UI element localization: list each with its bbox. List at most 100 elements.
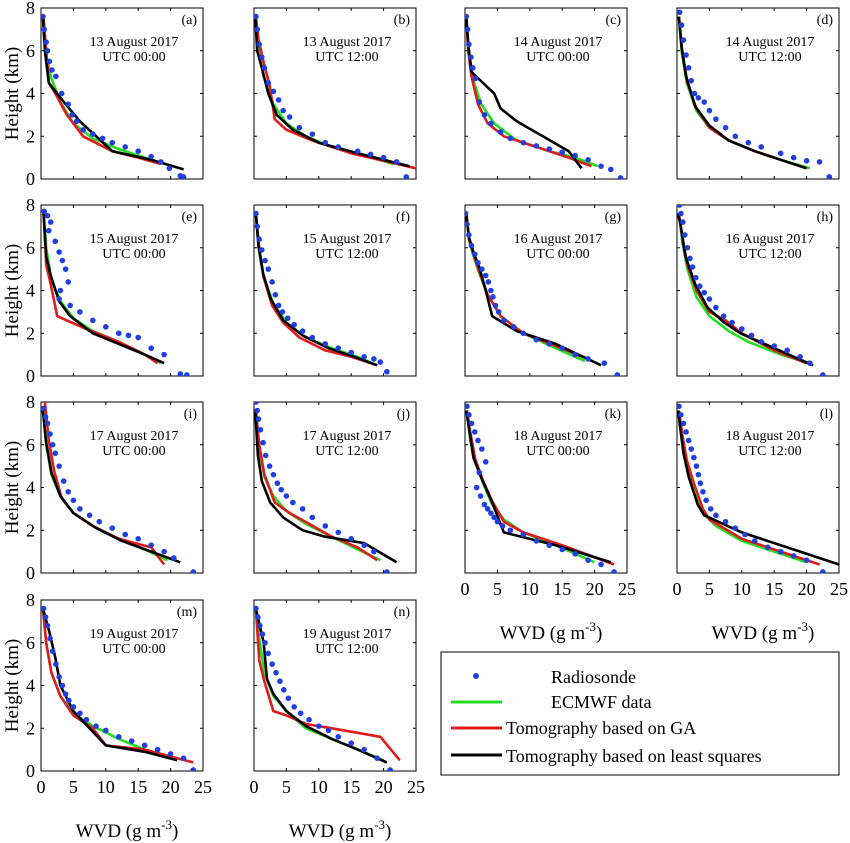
radiosonde-point	[488, 287, 494, 294]
series-line-tomography-based-on-ga	[41, 608, 194, 764]
radiosonde-point	[41, 13, 46, 20]
radiosonde-point	[148, 542, 154, 549]
radiosonde-point	[285, 695, 292, 702]
radiosonde-point	[685, 437, 692, 444]
plot-area	[465, 210, 621, 376]
radiosonde-point	[256, 41, 262, 48]
axes-frame	[464, 7, 628, 180]
radiosonde-point	[680, 420, 687, 427]
radiosonde-point	[466, 232, 472, 238]
y-axis-label: Height (km)	[2, 244, 23, 337]
radiosonde-point	[148, 153, 154, 160]
y-tick-label: 6	[26, 238, 35, 258]
radiosonde-point	[465, 210, 469, 217]
chart-panel-14: 0 5 10 15 20 25 WVD (g m-3) (n)19 August 2017UT…	[250, 599, 425, 842]
y-tick-label: 4	[26, 84, 35, 104]
panel-title-time: UTC 00:00	[102, 50, 165, 65]
radiosonde-point	[688, 77, 695, 84]
radiosonde-point	[380, 154, 387, 161]
radiosonde-point	[701, 99, 708, 105]
radiosonde-point	[476, 99, 483, 105]
radiosonde-point	[53, 661, 59, 667]
y-tick-label: 6	[26, 41, 35, 61]
radiosonde-point	[546, 542, 553, 549]
radiosonde-point	[269, 661, 275, 667]
radiosonde-point	[546, 146, 553, 152]
panel-label: (b)	[394, 13, 411, 28]
radiosonde-point	[691, 454, 697, 461]
y-axis-label: Height (km)	[2, 639, 23, 732]
radiosonde-point	[47, 219, 54, 225]
panel-title-time: UTC 00:00	[102, 444, 165, 459]
radiosonde-point	[90, 131, 96, 137]
y-axis-label: Height (km)	[2, 441, 23, 534]
radiosonde-point	[468, 242, 475, 249]
radiosonde-point	[742, 531, 748, 538]
radiosonde-point	[348, 740, 355, 747]
series-line-tomography-based-on-least-squares	[677, 410, 839, 566]
radiosonde-point	[745, 139, 752, 146]
radiosonde-point	[254, 26, 261, 33]
radiosonde-point	[80, 127, 86, 133]
radiosonde-point	[816, 159, 823, 165]
y-tick-label: 6	[26, 633, 35, 653]
radiosonde-point	[678, 210, 684, 217]
radiosonde-point	[281, 686, 287, 693]
radiosonde-point	[103, 727, 109, 734]
radiosonde-point	[96, 518, 103, 525]
radiosonde-point	[482, 272, 489, 279]
radiosonde-point	[732, 525, 739, 531]
series-line-tomography-based-on-least-squares	[42, 213, 165, 365]
radiosonde-point	[65, 101, 72, 107]
radiosonde-point	[306, 716, 312, 723]
radiosonde-point	[479, 446, 485, 452]
panel-title-time: UTC 00:00	[102, 642, 165, 657]
radiosonde-point	[492, 302, 499, 309]
radiosonde-point	[335, 345, 342, 352]
radiosonde-point	[296, 124, 303, 131]
x-axis-label: WVD (g m-3)	[289, 817, 392, 842]
y-tick-label: 8	[26, 0, 35, 18]
axes-frame	[253, 599, 417, 772]
panel-title-time: UTC 12:00	[738, 247, 801, 262]
radiosonde-point	[254, 605, 259, 612]
radiosonde-point	[58, 90, 65, 97]
radiosonde-point	[280, 107, 286, 114]
radiosonde-point	[57, 287, 64, 294]
radiosonde-point	[482, 459, 489, 465]
x-tick-label: 15	[553, 579, 571, 599]
radiosonde-point	[685, 65, 692, 71]
plot-area	[677, 403, 839, 573]
panel-label: (n)	[394, 605, 411, 620]
radiosonde-point	[695, 94, 702, 101]
radiosonde-point	[65, 488, 72, 495]
radiosonde-point	[45, 227, 52, 234]
radiosonde-point	[291, 704, 297, 710]
x-axis-label: WVD (g m-3)	[76, 817, 179, 842]
radiosonde-point	[790, 154, 797, 161]
plot-area	[41, 208, 190, 376]
radiosonde-point	[468, 54, 474, 60]
radiosonde-point	[103, 324, 109, 330]
panel-label: (m)	[177, 605, 198, 620]
radiosonde-point	[475, 259, 481, 266]
radiosonde-point	[335, 144, 342, 150]
radiosonde-point	[322, 523, 329, 529]
panel-title-date: 15 August 2017	[90, 232, 179, 247]
x-tick-label: 25	[830, 579, 848, 599]
panel-title-date: 19 August 2017	[90, 627, 179, 642]
panel-title-date: 16 August 2017	[514, 232, 603, 247]
panel-label: (i)	[184, 407, 198, 422]
radiosonde-point	[683, 52, 689, 58]
radiosonde-point	[678, 22, 685, 28]
radiosonde-point	[259, 631, 266, 637]
x-tick-label: 0	[37, 777, 46, 797]
radiosonde-point	[158, 159, 164, 165]
radiosonde-point	[115, 330, 122, 337]
x-tick-label: 20	[798, 579, 816, 599]
radiosonde-point	[758, 144, 765, 150]
radiosonde-point	[484, 506, 491, 512]
